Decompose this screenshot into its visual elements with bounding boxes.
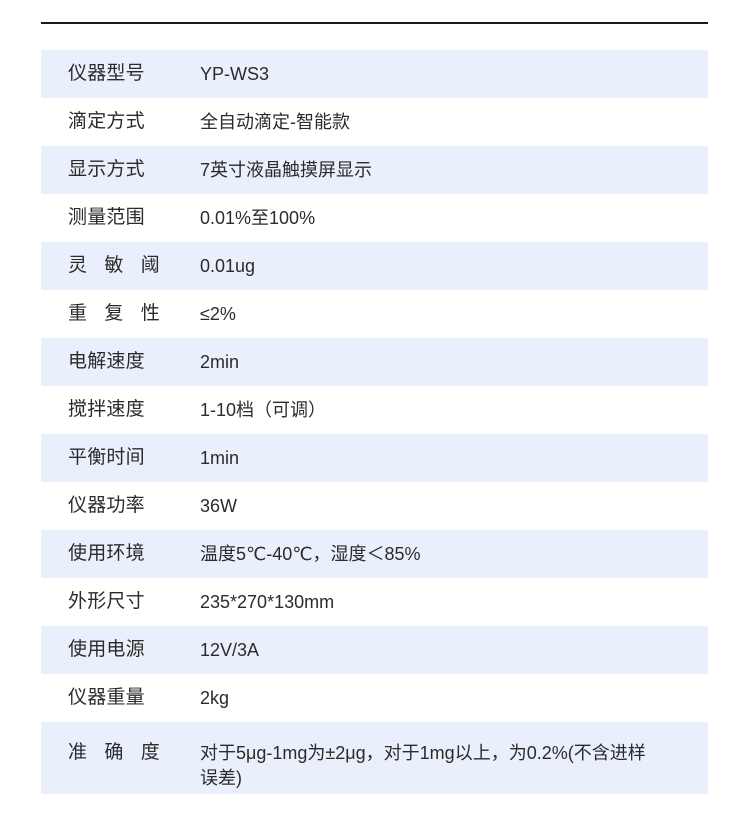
spec-value: 36W [200,496,238,516]
spec-row: 准确度 对于5μg-1mg为±2μg，对于1mg以上，为0.2%(不含进样误差) [41,722,708,794]
spec-label: 搅拌速度 [68,399,145,420]
spec-row: 显示方式 7英寸液晶触摸屏显示 [41,146,708,194]
spec-label: 电解速度 [68,351,145,372]
spec-value: 2min [200,352,240,372]
spec-value: YP-WS3 [200,64,270,84]
spec-label: 使用环境 [68,543,145,564]
spec-value: ≤2% [200,304,236,324]
spec-label: 显示方式 [68,159,145,180]
spec-value: 12V/3A [200,640,260,660]
spec-value: 1min [200,448,240,468]
spec-value: 对于5μg-1mg为±2μg，对于1mg以上，为0.2%(不含进样误差) [200,743,646,788]
spec-row: 重复性 ≤2% [41,290,708,338]
spec-label: 仪器型号 [68,63,145,84]
spec-label: 准确度 [68,742,160,763]
spec-label: 外形尺寸 [68,591,145,612]
spec-value: 0.01ug [200,256,256,276]
spec-row: 平衡时间 1min [41,434,708,482]
spec-row: 使用电源 12V/3A [41,626,708,674]
spec-value: 1-10档（可调） [200,400,327,420]
spec-row: 外形尺寸 235*270*130mm [41,578,708,626]
spec-label: 重复性 [68,303,160,324]
spec-label: 仪器重量 [68,687,145,708]
spec-value: 全自动滴定-智能款 [200,112,350,132]
spec-row: 仪器型号 YP-WS3 [41,50,708,98]
spec-label: 滴定方式 [68,111,145,132]
spec-row: 滴定方式 全自动滴定-智能款 [41,98,708,146]
spec-label: 平衡时间 [68,447,145,468]
spec-row: 使用环境 温度5℃-40℃，湿度＜85% [41,530,708,578]
spec-row: 灵敏阈 0.01ug [41,242,708,290]
spec-label: 灵敏阈 [68,255,160,276]
spec-value: 温度5℃-40℃，湿度＜85% [200,544,421,564]
spec-label: 仪器功率 [68,495,145,516]
spec-row: 仪器功率 36W [41,482,708,530]
spec-value: 7英寸液晶触摸屏显示 [200,160,373,180]
spec-label: 使用电源 [68,639,145,660]
spec-row: 搅拌速度 1-10档（可调） [41,386,708,434]
spec-row: 测量范围 0.01%至100% [41,194,708,242]
spec-value: 0.01%至100% [200,208,316,228]
top-divider-rule [41,22,708,24]
spec-row: 电解速度 2min [41,338,708,386]
spec-value: 235*270*130mm [200,592,335,612]
spec-row: 仪器重量 2kg [41,674,708,722]
specification-table: 仪器型号 YP-WS3 滴定方式 全自动滴定-智能款显示方式 7英寸液晶触摸屏显示测量范… [41,50,708,794]
spec-label: 测量范围 [68,207,145,228]
spec-value: 2kg [200,688,230,708]
